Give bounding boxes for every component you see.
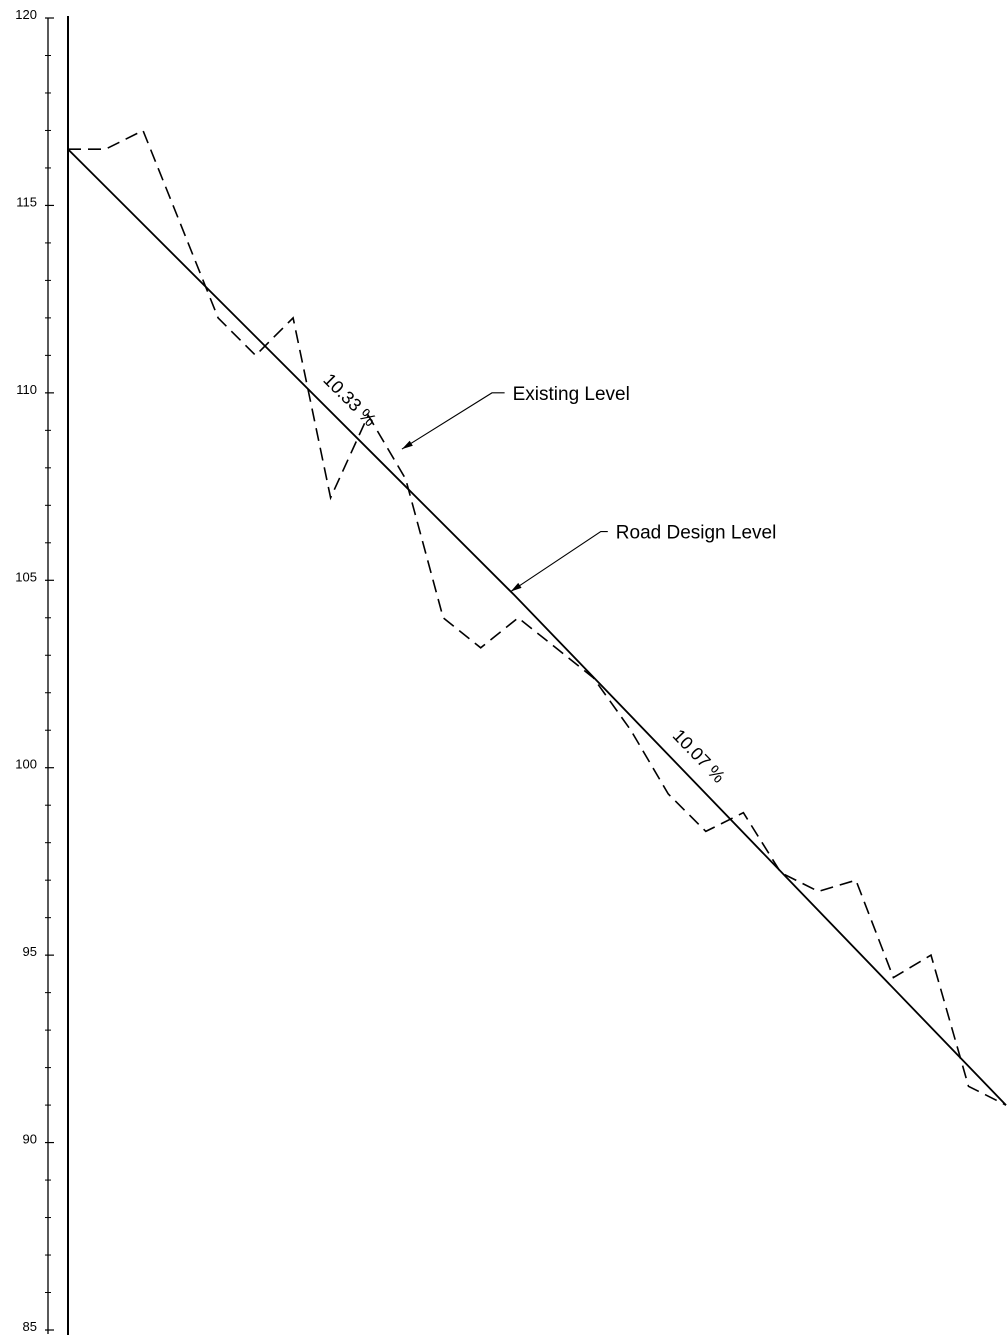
y-tick-label: 100: [15, 757, 37, 772]
annotation-arrowhead-existing: [401, 440, 413, 450]
grade-label-2: 10.07 %: [669, 725, 729, 786]
y-tick-label: 90: [23, 1132, 37, 1147]
series-line-existing-level: [68, 129, 1007, 1106]
annotation-arrowhead-road: [510, 582, 522, 592]
annotation-leader-road: [510, 531, 608, 592]
y-tick-label: 85: [23, 1319, 37, 1334]
y-tick-label: 95: [23, 944, 37, 959]
y-tick-label: 110: [16, 382, 37, 397]
annotation-leader-existing: [401, 392, 505, 450]
y-tick-label: 120: [15, 7, 37, 22]
series-line-road-design-level: [67, 148, 1007, 1106]
grade-label-1: 10.33 %: [319, 369, 380, 430]
y-tick-label: 105: [15, 569, 37, 584]
y-tick-label: 115: [16, 194, 37, 209]
annotation-label-road: Road Design Level: [616, 523, 777, 544]
annotation-label-existing: Existing Level: [513, 384, 630, 405]
